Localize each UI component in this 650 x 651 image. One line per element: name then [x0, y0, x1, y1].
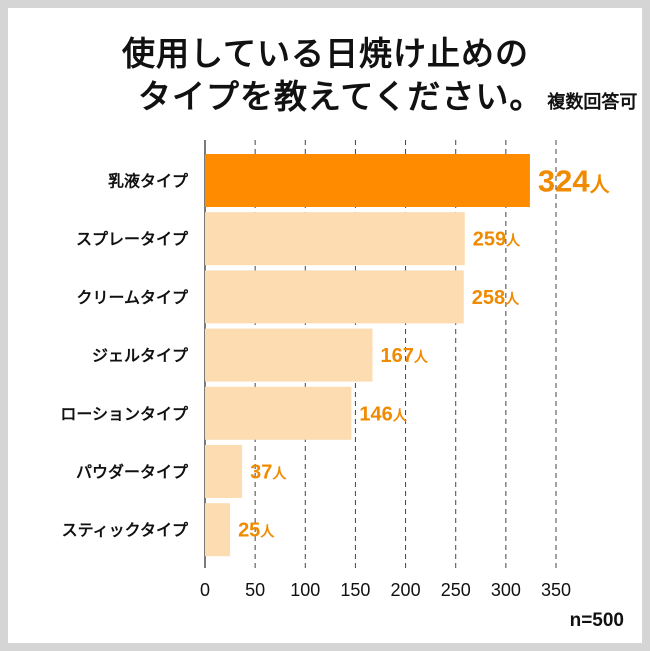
title-line-1: 使用している日焼け止めの	[122, 34, 530, 73]
x-tick-label: 150	[340, 580, 370, 600]
data-label: 167人	[380, 345, 428, 367]
data-label: 324人	[538, 164, 611, 199]
sample-size-label: n=500	[569, 610, 624, 631]
x-tick-label: 100	[290, 580, 320, 600]
data-label: 37人	[250, 462, 287, 484]
title-line-2-text: タイプを教えてください。	[138, 77, 544, 116]
bar	[205, 386, 352, 440]
bar	[205, 445, 243, 498]
data-label: 259人	[473, 229, 521, 251]
title-line-2: タイプを教えてください。 複数回答可	[138, 75, 637, 124]
category-label: スティックタイプ	[62, 521, 189, 540]
data-label: 146人	[359, 403, 407, 425]
bar	[205, 212, 465, 266]
multiple-answer-note: 複数回答可	[547, 92, 638, 113]
x-tick-label: 350	[541, 580, 571, 600]
category-label: パウダータイプ	[76, 463, 189, 482]
x-tick-label: 0	[200, 580, 210, 600]
category-label: ローションタイプ	[60, 404, 189, 423]
x-tick-label: 50	[245, 580, 265, 600]
category-label: クリームタイプ	[76, 288, 189, 307]
category-label: スプレータイプ	[76, 230, 189, 249]
data-label: 258人	[472, 287, 520, 309]
category-label: 乳液タイプ	[108, 172, 189, 191]
bar	[205, 328, 373, 382]
data-label: 25人	[238, 520, 275, 542]
x-tick-label: 250	[441, 580, 471, 600]
bar	[205, 503, 231, 557]
bar	[205, 270, 464, 324]
category-label: ジェルタイプ	[92, 346, 189, 365]
bar	[205, 154, 530, 207]
x-tick-label: 200	[391, 580, 421, 600]
x-tick-label: 300	[491, 580, 521, 600]
